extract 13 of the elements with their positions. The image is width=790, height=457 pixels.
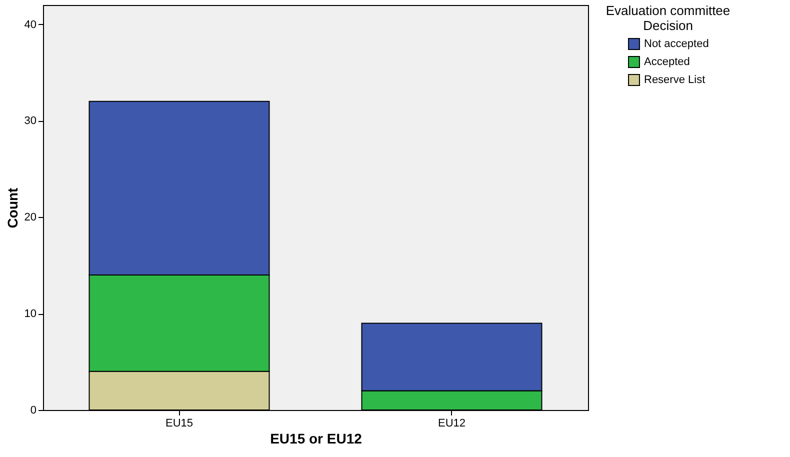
x-tick-label: EU12 (438, 418, 466, 430)
x-axis-title: EU15 or EU12 (270, 430, 362, 446)
legend-label: Accepted (644, 56, 690, 68)
legend-label: Reserve List (644, 74, 706, 86)
y-tick-label: 10 (24, 308, 36, 320)
y-tick-label: 30 (24, 115, 36, 128)
legend-label: Not accepted (644, 38, 709, 50)
x-tick-label: EU15 (165, 418, 194, 430)
y-tick-label: 20 (24, 212, 36, 224)
legend-title: Evaluation committee Decision (606, 3, 730, 33)
y-axis-title: Count (4, 187, 20, 228)
y-tick-label: 40 (24, 18, 36, 31)
y-tick-label: 0 (30, 404, 36, 416)
